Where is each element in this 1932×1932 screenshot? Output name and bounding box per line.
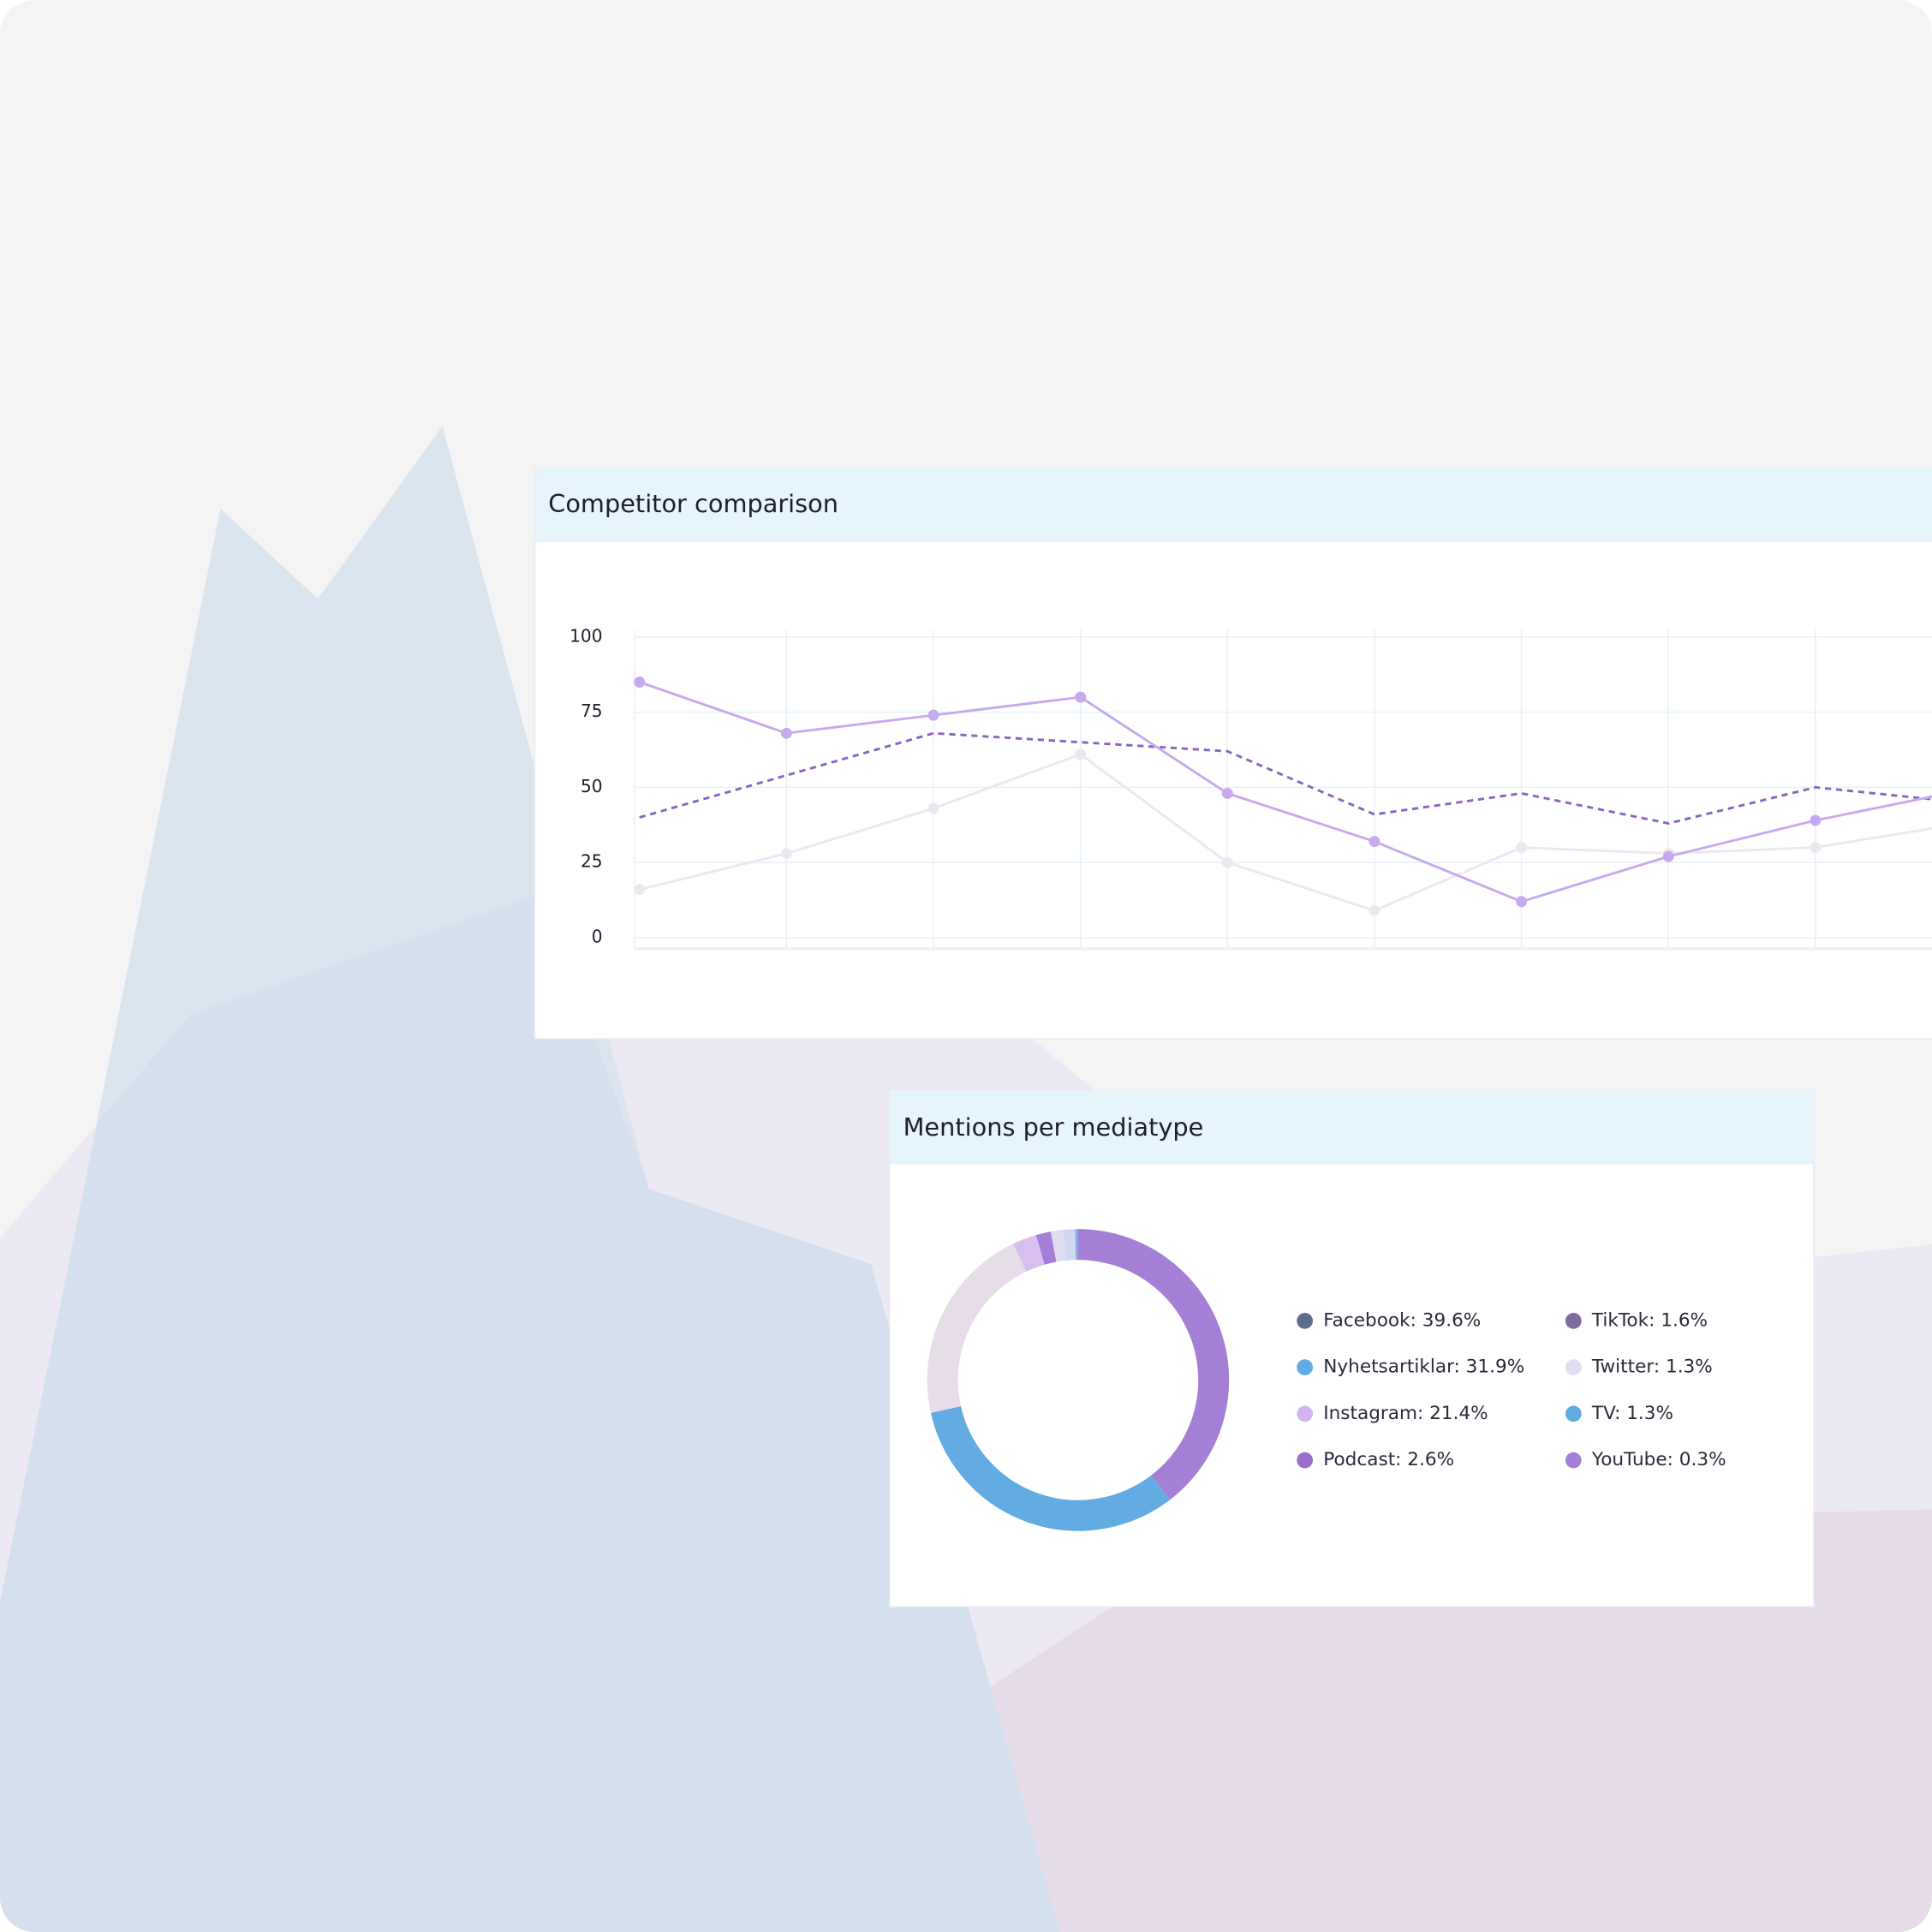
data-point — [1221, 787, 1233, 799]
data-point — [1662, 850, 1674, 862]
legend-dot — [1565, 1359, 1582, 1375]
donut-slice — [927, 1243, 1027, 1413]
legend-label: Nyhetsartiklar: 31.9% — [1323, 1357, 1524, 1378]
y-tick-label: 75 — [581, 701, 603, 721]
card-header — [534, 468, 1932, 543]
legend-label: Facebook: 39.6% — [1323, 1309, 1481, 1331]
data-point — [1368, 904, 1380, 916]
legend-dot — [1565, 1405, 1582, 1422]
data-point — [1221, 856, 1233, 868]
card-title: Competitor comparison — [548, 489, 838, 518]
card-title: Mentions per mediatype — [903, 1112, 1204, 1142]
data-point — [780, 727, 792, 739]
legend-label: TV: 1.3% — [1591, 1403, 1673, 1424]
card — [534, 468, 1932, 1040]
data-point — [634, 677, 646, 688]
legend-dot — [1297, 1359, 1314, 1375]
y-tick-label: 50 — [581, 776, 603, 796]
card-competitor: Competitor comparison 0 25 50 75 100 — [534, 468, 1932, 1040]
series-line — [639, 753, 1932, 912]
data-point — [1075, 748, 1087, 760]
donut-chart: Facebook: 39.6% Nyhetsartiklar: 31.9% Inst… — [927, 1229, 1726, 1531]
donut-slice — [1035, 1231, 1057, 1265]
y-tick-label: 25 — [581, 851, 603, 872]
data-point — [927, 802, 939, 814]
legend-label: Podcast: 2.6% — [1323, 1449, 1454, 1470]
data-point — [1810, 842, 1822, 854]
donut-slice — [1063, 1229, 1076, 1261]
donut-slice — [1077, 1229, 1230, 1500]
line-chart: 0 25 50 75 100 — [569, 625, 1932, 951]
donut-slice — [1051, 1230, 1067, 1262]
card — [889, 1089, 1815, 1607]
legend-label: YouTube: 0.3% — [1591, 1449, 1726, 1470]
data-point — [927, 709, 939, 721]
legend-label: TikTok: 1.6% — [1591, 1309, 1708, 1331]
legend-label: Instagram: 21.4% — [1323, 1403, 1488, 1424]
data-point — [1368, 836, 1380, 848]
legend-dot — [1297, 1452, 1314, 1469]
y-tick-label: 100 — [569, 625, 602, 646]
data-point — [780, 848, 792, 860]
data-point — [1810, 814, 1822, 826]
data-point — [1516, 842, 1528, 854]
series-line — [639, 681, 1932, 903]
legend-dot — [1565, 1313, 1582, 1329]
data-point — [1075, 691, 1087, 703]
legend-dot — [1565, 1452, 1582, 1469]
series-line — [639, 731, 1932, 825]
legend-label: Twitter: 1.3% — [1591, 1357, 1713, 1378]
donut-slice — [930, 1405, 1171, 1531]
donut-slice — [1012, 1235, 1046, 1273]
legend-dot — [1297, 1405, 1314, 1422]
card-mentions: Mentions per mediatype Facebook: 39.6% Ny… — [889, 1089, 1815, 1607]
y-tick-label: 0 — [592, 926, 603, 946]
shape — [0, 893, 1060, 1932]
card-header — [889, 1090, 1814, 1165]
data-point — [1516, 896, 1528, 908]
legend-dot — [1297, 1313, 1314, 1329]
data-point — [634, 884, 646, 896]
